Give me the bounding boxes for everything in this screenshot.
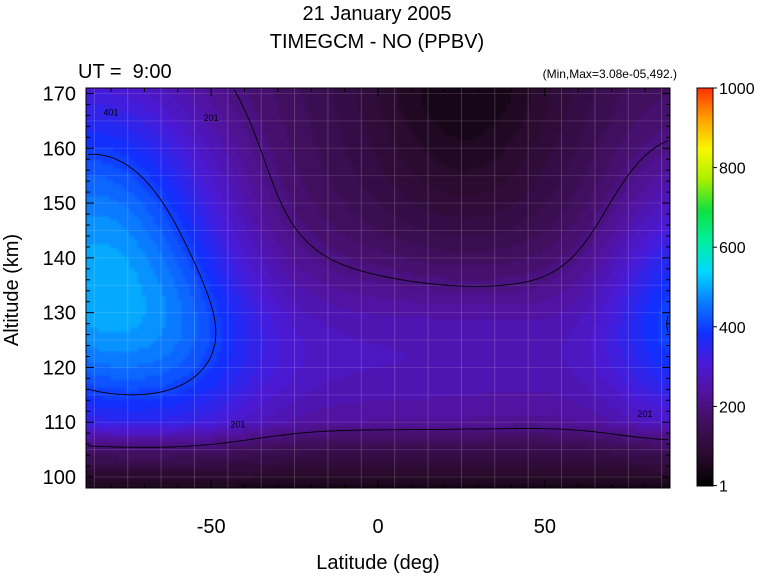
heatmap-image [86,88,670,488]
y-tick-label: 160 [43,138,76,160]
y-tick-label: 130 [43,303,76,325]
y-axis-label: Altitude (km) [1,234,23,346]
contour-label: 201 [230,420,245,430]
plot-area: 401 201 201 201 [85,87,671,489]
contour-line-201 [87,89,669,448]
colorbar-tick-label: 1000 [719,81,755,98]
y-axis-ticks: 100 110 120 130 140 150 160 170 [43,83,670,489]
x-tick-label: -50 [197,516,226,538]
colorbar-tick-label: 400 [719,320,746,337]
x-axis-ticks: -50 0 50 [110,88,646,538]
colorbar-tick-label: 600 [719,240,746,257]
x-tick-label: 50 [534,516,556,538]
colorbar-tick-label: 1 [719,479,728,496]
colorbar-ticks: 1 200 400 600 800 1000 [713,81,755,496]
contour-label: 201 [637,409,652,419]
contour-lines [87,89,669,448]
colorbar: 1 200 400 600 800 1000 [696,81,755,496]
colorbar-tick-label: 200 [719,399,746,416]
colorbar-scale [696,87,714,487]
time-label: UT = 9:00 [78,61,172,83]
minmax-label: (Min,Max=3.08e-05,492.) [543,67,677,81]
y-tick-label: 150 [43,193,76,215]
y-tick-label: 140 [43,248,76,270]
contour-label: 201 [204,113,219,123]
grid-lines [86,88,670,488]
chart-title: 21 January 2005 [302,3,451,25]
y-tick-label: 110 [44,412,76,434]
contour-label: 401 [104,107,119,117]
chart-subtitle: TIMEGCM - NO (PPBV) [270,31,484,53]
y-tick-label: 170 [43,83,76,105]
contour-labels: 401 201 201 201 [104,107,653,429]
x-tick-label: 0 [372,516,383,538]
x-axis-label: Latitude (deg) [316,552,439,574]
y-tick-label: 120 [43,357,76,379]
colorbar-tick-label: 800 [719,161,746,178]
y-tick-label: 100 [43,467,76,489]
contour-line-401 [87,153,669,396]
